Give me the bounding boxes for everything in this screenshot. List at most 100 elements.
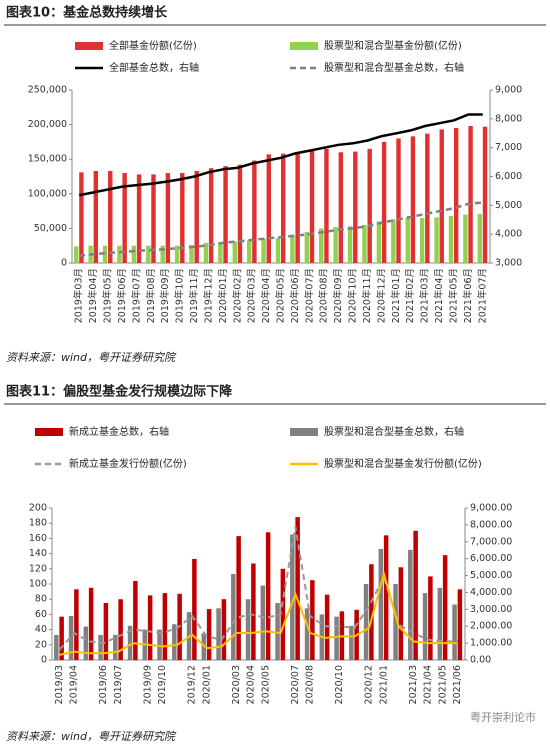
bar <box>133 580 138 660</box>
source-note: 资料来源：wind，粤开证券研究院 <box>6 351 177 364</box>
bar <box>174 245 180 263</box>
bar <box>79 172 84 263</box>
bar <box>363 584 369 660</box>
x-tick-label: 2019年08月 <box>145 268 157 323</box>
bar <box>338 152 344 263</box>
y-tick-label: 200 <box>29 503 47 514</box>
bar <box>157 629 162 660</box>
x-tick-label: 2020/07 <box>290 665 301 704</box>
y-tick-label: 180 <box>29 518 47 529</box>
bar <box>419 218 425 263</box>
bar <box>437 587 443 660</box>
x-tick-label: 2021年03月 <box>419 268 431 323</box>
bar <box>281 153 286 263</box>
bar <box>151 174 156 263</box>
bar <box>216 608 221 660</box>
legend-label: 股票型和混合型基金总数，右轴 <box>324 61 464 74</box>
bar <box>369 564 374 660</box>
bar <box>74 589 79 660</box>
bar <box>457 589 463 660</box>
bar <box>172 624 177 660</box>
bar <box>324 594 330 660</box>
y-tick-label: 50,000 <box>34 223 67 234</box>
bar <box>452 604 457 660</box>
y-tick-label: 200,000 <box>28 119 67 130</box>
x-tick-label: 2019/09 <box>142 665 153 704</box>
x-tick-label: 2021年07月 <box>476 268 488 323</box>
bar <box>203 242 209 263</box>
bar <box>98 634 103 660</box>
bar <box>236 536 241 660</box>
x-tick-label: 2019年05月 <box>102 268 114 323</box>
bar <box>295 152 300 263</box>
x-tick-label: 2019年12月 <box>202 268 214 323</box>
bar <box>251 563 256 660</box>
bar <box>160 245 165 263</box>
y2-tick-label: 4,000 <box>495 229 522 240</box>
bar <box>405 218 410 263</box>
legend-swatch <box>75 42 103 50</box>
bar <box>162 593 168 660</box>
x-tick-label: 2019年10月 <box>174 268 186 323</box>
y2-tick-label: 8,000.00 <box>470 519 512 530</box>
bar <box>422 593 428 660</box>
bar <box>88 587 94 660</box>
x-tick-label: 2021/05 <box>437 665 448 704</box>
bar <box>266 154 271 263</box>
x-tick-label: 2020年10月 <box>347 268 359 323</box>
bar <box>74 246 79 263</box>
figure-title: 图表10：基金总数持续增长 <box>6 5 168 21</box>
x-tick-label: 2020年02月 <box>231 268 243 323</box>
y-tick-label: 60 <box>35 609 47 620</box>
y2-tick-label: 3,000 <box>495 258 522 269</box>
bar <box>206 609 212 660</box>
x-tick-label: 2019年03月 <box>73 268 85 323</box>
y2-tick-label: 9,000.00 <box>470 503 512 514</box>
x-tick-label: 2021/03 <box>408 665 419 704</box>
bar <box>136 174 142 263</box>
bar <box>260 585 266 660</box>
y-tick-label: 250,000 <box>28 85 67 96</box>
x-tick-label: 2020/04 <box>246 665 257 704</box>
bar <box>194 170 199 263</box>
bar <box>246 240 252 263</box>
x-tick-label: 2019年07月 <box>130 268 142 323</box>
y2-tick-label: 7,000.00 <box>470 536 512 547</box>
x-tick-label: 2020/03 <box>231 665 242 704</box>
bar <box>131 245 137 263</box>
bar <box>146 245 151 263</box>
bar <box>93 170 99 263</box>
bar <box>189 245 194 263</box>
bar <box>231 574 236 660</box>
source-note: 资料来源：wind，粤开证券研究院 <box>6 730 177 743</box>
bar <box>353 151 358 263</box>
bar <box>295 517 300 660</box>
x-tick-label: 2021/06 <box>452 665 463 704</box>
x-tick-label: 2021年02月 <box>404 268 416 323</box>
x-tick-label: 2020/12 <box>364 665 375 704</box>
bar <box>376 221 382 263</box>
bar <box>208 168 214 263</box>
x-tick-label: 2020年12月 <box>375 268 387 323</box>
x-tick-label: 2021年04月 <box>433 268 445 323</box>
x-tick-label: 2019年11月 <box>188 268 200 323</box>
line <box>79 201 483 258</box>
y-tick-label: 0 <box>61 258 67 269</box>
bar <box>425 133 430 263</box>
y2-tick-label: 5,000.00 <box>470 570 512 581</box>
x-tick-label: 2020/05 <box>260 665 271 704</box>
legend-label: 全部基金总数，右轴 <box>109 61 199 74</box>
x-tick-label: 2020年11月 <box>361 268 373 323</box>
bar <box>448 215 454 263</box>
bar <box>245 599 251 660</box>
legend-label: 股票型和混合型基金发行份额(亿份) <box>324 457 482 470</box>
bar <box>304 608 310 660</box>
y-tick-label: 20 <box>35 639 47 650</box>
bar <box>232 241 237 263</box>
x-tick-label: 2020/01 <box>201 665 212 704</box>
y-tick-label: 160 <box>29 533 47 544</box>
x-tick-label: 2019/12 <box>187 665 198 704</box>
bar <box>280 568 286 660</box>
x-tick-label: 2020/10 <box>334 665 345 704</box>
x-tick-label: 2019/07 <box>113 665 124 704</box>
